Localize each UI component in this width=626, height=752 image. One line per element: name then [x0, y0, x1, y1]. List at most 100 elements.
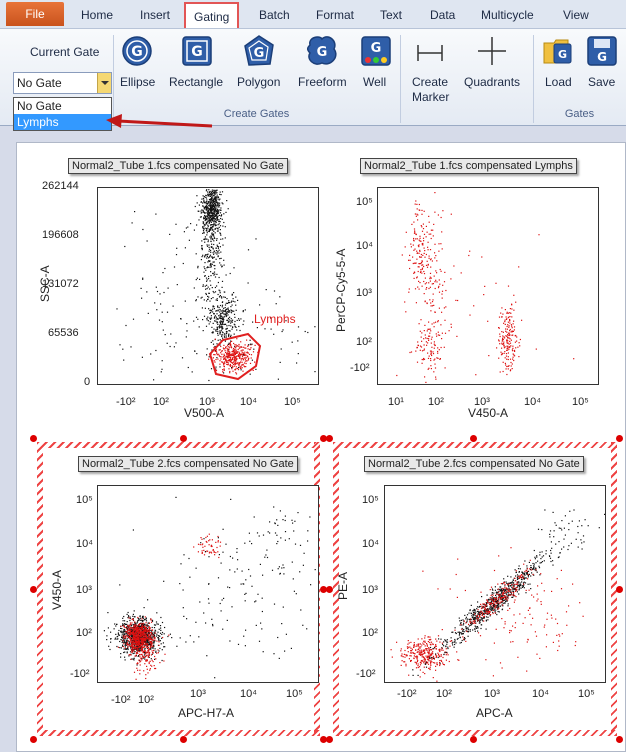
resize-handle[interactable] — [326, 435, 333, 442]
x-tick-label: 10⁴ — [532, 688, 549, 700]
lymphs-gate-polygon — [208, 332, 262, 381]
y-tick-label: 10³ — [76, 584, 92, 596]
y-tick-label: 10⁴ — [356, 240, 373, 252]
create-marker-button-line2[interactable]: Marker — [412, 90, 450, 104]
x-tick-label: 10² — [428, 396, 444, 408]
resize-handle[interactable] — [470, 435, 477, 442]
resize-handle[interactable] — [30, 586, 37, 593]
polygon-gate-icon[interactable]: G — [243, 35, 275, 67]
x-tick-label: 10⁴ — [524, 396, 541, 408]
svg-text:G: G — [191, 44, 203, 60]
plot-frame[interactable] — [97, 187, 319, 385]
gates-group-label: Gates — [564, 108, 595, 120]
tab-home[interactable]: Home — [81, 8, 114, 22]
y-axis-label: PerCP-Cy5-5-A — [334, 248, 348, 332]
x-tick-label: 10⁵ — [578, 688, 595, 700]
tab-gating[interactable]: Gating — [184, 2, 240, 28]
rectangle-button[interactable]: Rectangle — [169, 75, 224, 89]
x-tick-label: 10² — [138, 694, 154, 706]
ellipse-gate-icon[interactable]: G — [121, 35, 153, 67]
current-gate-dropdown[interactable]: No Gate Lymphs — [13, 97, 112, 131]
current-gate-label: Current Gate — [30, 45, 100, 59]
quadrants-button[interactable]: Quadrants — [464, 75, 521, 89]
quadrants-icon[interactable] — [476, 35, 508, 67]
y-tick-label: 196608 — [42, 229, 79, 241]
tab-format[interactable]: Format — [316, 8, 355, 22]
dropdown-option-lymphs[interactable]: Lymphs — [14, 114, 111, 130]
create-marker-button-line1[interactable]: Create — [412, 75, 449, 89]
load-gates-icon[interactable]: G — [542, 35, 574, 67]
svg-text:G: G — [597, 50, 607, 64]
resize-handle[interactable] — [30, 736, 37, 743]
resize-handle[interactable] — [180, 736, 187, 743]
freeform-button[interactable]: Freeform — [298, 75, 347, 89]
tab-view[interactable]: View — [563, 8, 589, 22]
polygon-button[interactable]: Polygon — [237, 75, 281, 89]
ribbon-separator — [400, 35, 401, 123]
y-tick-label: 10³ — [362, 584, 378, 596]
scatter-plot — [103, 496, 316, 680]
x-axis-label: V450-A — [468, 406, 509, 420]
chevron-down-icon[interactable] — [97, 73, 111, 93]
tab-text[interactable]: Text — [380, 8, 403, 22]
plot-frame[interactable] — [377, 187, 599, 385]
x-tick-label: 10¹ — [388, 396, 404, 408]
resize-handle[interactable] — [616, 435, 623, 442]
y-tick-label: 262144 — [42, 180, 79, 192]
x-tick-label: 10⁴ — [240, 396, 257, 408]
x-tick-label: 10³ — [199, 396, 215, 408]
resize-handle[interactable] — [180, 435, 187, 442]
resize-handle[interactable] — [30, 435, 37, 442]
create-gates-group-label: Create Gates — [223, 108, 290, 120]
y-tick-label: -10² — [356, 668, 376, 680]
resize-handle[interactable] — [616, 736, 623, 743]
save-button[interactable]: Save — [588, 75, 616, 89]
resize-handle[interactable] — [320, 435, 327, 442]
ellipse-button[interactable]: Ellipse — [120, 75, 156, 89]
gate-label-lymphs[interactable]: Lymphs — [254, 312, 296, 326]
y-axis-label: SSC-A — [38, 265, 52, 302]
y-tick-label: 10⁵ — [76, 494, 93, 506]
freeform-gate-icon[interactable]: G — [306, 35, 338, 67]
dropdown-option-no-gate[interactable]: No Gate — [17, 99, 62, 113]
x-tick-label: 10³ — [484, 688, 500, 700]
well-gate-icon[interactable]: G — [360, 35, 392, 67]
current-gate-value: No Gate — [17, 76, 62, 90]
x-tick-label: 10⁵ — [286, 688, 303, 700]
plot-frame[interactable] — [97, 485, 319, 683]
scatter-plot — [390, 509, 606, 682]
resize-handle[interactable] — [616, 586, 623, 593]
svg-text:G: G — [131, 44, 143, 60]
plot-frame[interactable] — [384, 485, 606, 683]
load-button[interactable]: Load — [545, 75, 572, 89]
rectangle-gate-icon[interactable]: G — [181, 35, 213, 67]
x-tick-label: 10² — [153, 396, 169, 408]
scatter-plot — [116, 189, 316, 382]
create-marker-icon[interactable] — [414, 37, 446, 69]
save-gates-icon[interactable]: G — [586, 35, 618, 67]
x-tick-label: -10² — [116, 396, 136, 408]
ribbon-separator — [533, 35, 534, 123]
svg-text:G: G — [254, 46, 265, 61]
resize-handle[interactable] — [326, 586, 333, 593]
y-axis-label: PE-A — [336, 571, 350, 600]
well-button[interactable]: Well — [363, 75, 387, 89]
tab-data[interactable]: Data — [430, 8, 456, 22]
tab-batch[interactable]: Batch — [259, 8, 290, 22]
y-tick-label: 65536 — [48, 327, 79, 339]
x-tick-label: -10² — [397, 688, 417, 700]
y-tick-label: 0 — [84, 376, 91, 388]
plot-title: Normal2_Tube 2.fcs compensated No Gate — [78, 456, 298, 472]
current-gate-combo[interactable]: No Gate — [13, 72, 112, 94]
resize-handle[interactable] — [320, 586, 327, 593]
resize-handle[interactable] — [470, 736, 477, 743]
resize-handle[interactable] — [320, 736, 327, 743]
tab-multicycle[interactable]: Multicycle — [481, 8, 534, 22]
y-axis-label: V450-A — [50, 569, 64, 610]
x-tick-label: 10⁵ — [572, 396, 589, 408]
y-tick-label: -10² — [70, 668, 90, 680]
tab-insert[interactable]: Insert — [140, 8, 171, 22]
tab-file[interactable]: File — [6, 2, 64, 26]
x-tick-label: 10⁴ — [240, 688, 257, 700]
resize-handle[interactable] — [326, 736, 333, 743]
